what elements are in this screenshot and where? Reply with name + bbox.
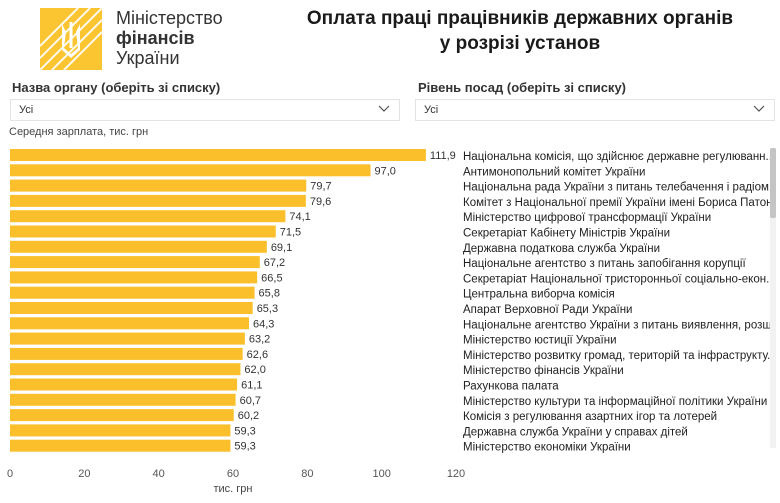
category-label: Державна податкова служба України <box>463 243 660 255</box>
page-title: Оплата праці працівників державних орган… <box>270 6 770 56</box>
level-filter-label: Рівень посад (оберіть зі списку) <box>418 80 626 95</box>
bar <box>10 194 306 207</box>
bar-value-label: 60,2 <box>238 410 259 422</box>
brand-line-1: Міністерство <box>116 8 223 28</box>
salary-bar-chart: 111,9 Національна комісія, що здійснює де… <box>7 149 770 495</box>
x-tick-label: 80 <box>301 468 313 480</box>
category-label: Апарат Верховної Ради України <box>463 304 633 316</box>
scrollbar-thumb[interactable] <box>770 148 776 218</box>
bar <box>10 302 253 314</box>
bar <box>10 378 238 391</box>
organ-filter-value: Усі <box>19 104 34 116</box>
bar-value-label: 61,1 <box>241 380 262 392</box>
x-tick-label: 20 <box>78 468 90 480</box>
chevron-down-icon <box>753 105 765 112</box>
level-filter-select[interactable]: Усі <box>415 99 775 121</box>
organ-filter-label: Назва органу (оберіть зі списку) <box>12 80 221 95</box>
bar <box>10 164 371 177</box>
x-tick-label: 0 <box>7 468 13 480</box>
bar-value-label: 65,3 <box>257 303 278 315</box>
bar <box>10 149 426 161</box>
x-tick-label: 40 <box>153 468 165 480</box>
chevron-down-icon <box>378 105 390 112</box>
bar <box>10 317 249 330</box>
organ-filter-select[interactable]: Усі <box>10 99 400 121</box>
category-label: Комітет з Національної премії України ім… <box>463 197 770 209</box>
ministry-brand: Міністерство фінансів України <box>116 8 223 68</box>
bar-value-label: 64,3 <box>253 318 274 330</box>
bar <box>10 439 231 452</box>
bar <box>10 179 307 192</box>
bar-value-label: 65,8 <box>259 288 280 300</box>
bar <box>10 286 255 299</box>
bar-value-label: 67,2 <box>264 257 285 269</box>
bar <box>10 225 276 238</box>
bar-value-label: 59,3 <box>234 425 255 437</box>
category-label: Національна рада України з питань телеба… <box>463 182 770 194</box>
bar-value-label: 97,0 <box>375 165 396 177</box>
category-label: Міністерство цифрової трансформації Укра… <box>463 212 711 224</box>
category-label: Міністерство культури та інформаційної п… <box>463 396 767 408</box>
bar <box>10 271 258 284</box>
bar <box>10 332 245 345</box>
bar <box>10 347 243 360</box>
chart-scrollbar[interactable] <box>770 148 776 448</box>
bar-value-label: 62,0 <box>244 364 265 376</box>
category-label: Комісія з регулювання азартних ігор та л… <box>463 411 717 423</box>
x-tick-label: 120 <box>447 468 465 480</box>
bar <box>10 393 236 406</box>
title-line-1: Оплата праці працівників державних орган… <box>306 8 734 29</box>
level-filter-value: Усі <box>424 104 439 116</box>
bar-value-label: 62,6 <box>247 349 268 361</box>
y-axis-title: Середня зарплата, тис. грн <box>9 126 149 138</box>
brand-line-3: України <box>116 48 180 68</box>
category-label: Міністерство фінансів України <box>463 365 624 377</box>
category-label: Антимонопольний комітет України <box>463 166 645 178</box>
category-label: Міністерство економіки України <box>463 442 631 454</box>
bar-value-label: 66,5 <box>261 272 282 284</box>
bar-value-label: 79,6 <box>310 196 331 208</box>
category-label: Секретаріат Національної тристоронньої с… <box>463 273 770 285</box>
title-line-2: у розрізі установ <box>439 33 601 54</box>
bar-value-label: 60,7 <box>240 395 261 407</box>
category-label: Секретаріат Кабінету Міністрів України <box>463 228 670 240</box>
bar-value-label: 63,2 <box>249 334 270 346</box>
category-label: Центральна виборча комісія <box>463 289 615 301</box>
bar-value-label: 59,3 <box>234 441 255 453</box>
category-label: Міністерство розвитку громад, територій … <box>463 350 770 362</box>
x-tick-label: 100 <box>372 468 390 480</box>
category-label: Національна комісія, що здійснює державн… <box>463 151 770 163</box>
bar <box>10 256 260 269</box>
x-tick-label: 60 <box>227 468 239 480</box>
x-axis-title: тис. грн <box>214 483 253 495</box>
bar <box>10 424 231 437</box>
bar <box>10 240 267 253</box>
bar-value-label: 111,9 <box>430 150 456 162</box>
bar-value-label: 79,7 <box>310 181 331 193</box>
category-label: Державна служба України у справах дітей <box>463 426 688 438</box>
category-label: Рахункова палата <box>463 381 559 393</box>
category-label: Міністерство юстиції України <box>463 335 617 347</box>
bar-value-label: 74,1 <box>289 211 310 223</box>
category-label: Національне агентство з питань запобіган… <box>463 258 746 270</box>
category-label: Національне агентство України з питань в… <box>463 319 770 331</box>
ministry-logo <box>40 8 102 70</box>
bar-value-label: 69,1 <box>271 242 292 254</box>
brand-line-2: фінансів <box>116 28 195 48</box>
bar-value-label: 71,5 <box>280 227 301 239</box>
bar <box>10 363 241 376</box>
bar <box>10 409 234 422</box>
bar <box>10 210 286 223</box>
